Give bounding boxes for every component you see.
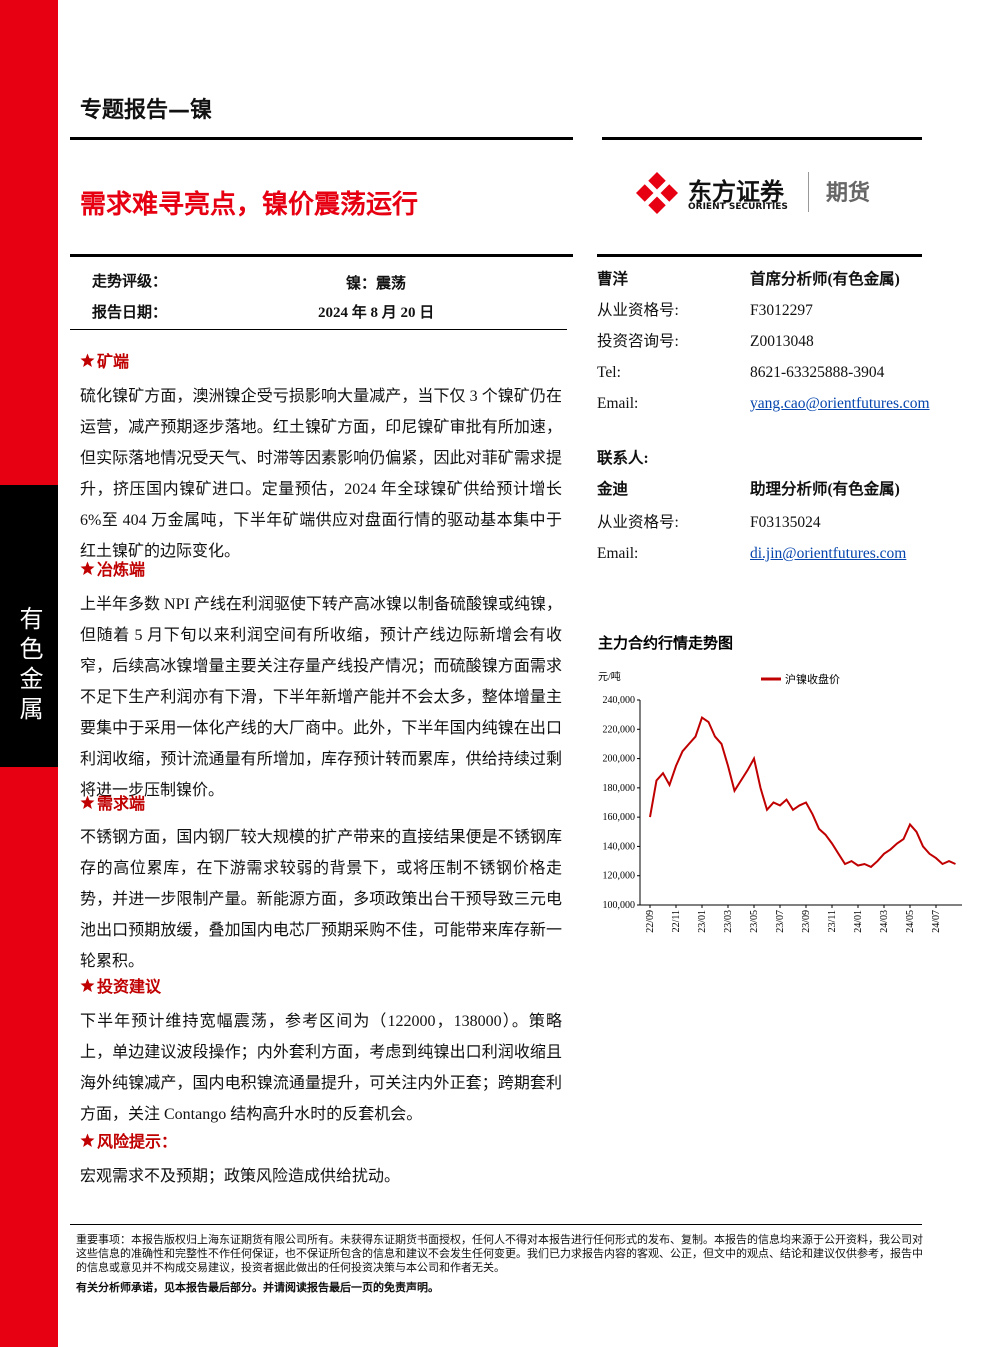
field-label: Email: <box>597 395 639 412</box>
y-tick-label: 140,000 <box>603 841 636 852</box>
heading-text: 风险提示： <box>97 1134 178 1151</box>
x-tick-label: 23/03 <box>723 910 734 933</box>
star-icon <box>80 978 95 992</box>
rule <box>597 254 922 257</box>
field-label: 从业资格号: <box>597 514 679 531</box>
field-label: 投资咨询号: <box>597 333 679 350</box>
rule <box>70 1224 922 1225</box>
analyst: 联系人: 金迪 助理分析师(有色金属) 从业资格号: F03135024 Email… <box>597 443 947 569</box>
y-unit: 元/吨 <box>598 670 621 683</box>
contact-label: 联系人: <box>597 450 649 467</box>
field-value: Z0013048 <box>750 333 814 350</box>
disclaimer: 重要事项：本报告版权归上海东证期货有限公司所有。未获得东证期货书面授权，任何人不… <box>76 1233 923 1274</box>
analyst-role: 助理分析师(有色金属) <box>750 481 900 498</box>
x-tick-label: 23/05 <box>749 910 760 933</box>
side-tab: 有色金属 <box>0 485 58 767</box>
x-tick-label: 24/01 <box>853 910 864 933</box>
paragraph: 宏观需求不及预期；政策风险造成供给扰动。 <box>80 1168 401 1185</box>
paragraph: 上半年多数 NPI 产线在利润驱使下转产高冰镍以制备硫酸镍或纯镍，但随着 5 月… <box>80 596 562 799</box>
x-tick-label: 24/05 <box>905 910 916 933</box>
star-icon <box>80 561 95 575</box>
summary-label: 报告日期： <box>92 305 168 321</box>
rule <box>602 137 922 140</box>
field-label: Tel: <box>597 364 621 381</box>
x-tick-label: 23/09 <box>801 910 812 933</box>
analyst-name: 曹洋 <box>597 271 629 288</box>
field-value: 8621-63325888-3904 <box>750 364 885 381</box>
star-icon <box>80 353 95 367</box>
rule <box>70 329 567 330</box>
section-heading: 冶炼端 <box>80 556 145 580</box>
section-heading: 需求端 <box>80 790 145 814</box>
x-tick-label: 24/07 <box>931 910 942 933</box>
paragraph: 硫化镍矿方面，澳洲镍企受亏损影响大量减产，当下仅 3 个镍矿仍在运营，减产预期逐… <box>80 388 562 560</box>
summary-value: 2024 年 8 月 20 日 <box>318 305 435 321</box>
section-heading: 投资建议 <box>80 973 161 997</box>
x-tick-label: 23/01 <box>697 910 708 933</box>
logo-name: 东方证券 <box>688 178 784 206</box>
y-tick-label: 220,000 <box>603 724 636 735</box>
field-label: Email: <box>597 545 639 562</box>
y-tick-label: 240,000 <box>603 695 636 706</box>
report-category: 专题报告—镍 <box>80 98 213 123</box>
rule <box>70 254 573 257</box>
y-tick-label: 200,000 <box>603 754 636 765</box>
paragraph: 下半年预计维持宽幅震荡，参考区间为（122000，138000）。策略上，单边建… <box>80 1013 562 1123</box>
analyst-name: 金迪 <box>597 481 629 498</box>
y-tick-label: 180,000 <box>603 783 636 794</box>
field-value: F3012297 <box>750 302 813 319</box>
heading-text: 需求端 <box>97 796 146 813</box>
rule <box>70 137 573 140</box>
email-link[interactable]: di.jin@orientfutures.com <box>750 545 907 562</box>
section-heading: 矿端 <box>80 348 129 372</box>
logo-english: ORIENT SECURITIES <box>688 202 788 212</box>
heading-text: 矿端 <box>97 354 130 371</box>
heading-text: 冶炼端 <box>97 562 146 579</box>
price-line <box>649 716 956 869</box>
email-link[interactable]: yang.cao@orientfutures.com <box>750 395 930 412</box>
summary-value: 镍：震荡 <box>346 276 407 292</box>
chart: 主力合约行情走势图 元/吨 100,000 120,000 140,000 160,0… <box>598 634 962 933</box>
logo-divider <box>808 172 809 212</box>
star-icon <box>80 1133 95 1147</box>
field-label: 从业资格号: <box>597 302 679 319</box>
x-tick-label: 24/03 <box>879 910 890 933</box>
x-tick-label: 23/07 <box>775 910 786 933</box>
y-tick-label: 120,000 <box>603 871 636 882</box>
x-tick-label: 22/09 <box>645 910 656 933</box>
section-heading: 风险提示： <box>80 1128 177 1152</box>
logo-mark <box>636 172 678 214</box>
y-tick-label: 160,000 <box>603 812 636 823</box>
field-value: F03135024 <box>750 514 821 531</box>
disclaimer-note: 有关分析师承诺，见本报告最后部分。并请阅读报告最后一页的免责声明。 <box>76 1281 439 1294</box>
x-tick-label: 23/11 <box>827 910 838 932</box>
chart-title: 主力合约行情走势图 <box>598 634 733 652</box>
paragraph: 不锈钢方面，国内钢厂较大规模的扩产带来的直接结果便是不锈钢库存的高位累库，在下游… <box>80 829 562 970</box>
logo-tag: 期货 <box>826 181 871 206</box>
analyst: 曹洋 首席分析师(有色金属) 从业资格号: F3012297 投资咨询号: Z0013… <box>597 264 947 419</box>
heading-text: 投资建议 <box>97 979 162 996</box>
star-icon <box>80 795 95 809</box>
y-tick-label: 100,000 <box>603 900 636 911</box>
report-title: 需求难寻亮点，镍价震荡运行 <box>80 190 419 220</box>
legend-label: 沪镍收盘价 <box>785 672 840 686</box>
analyst-role: 首席分析师(有色金属) <box>750 271 900 288</box>
summary-label: 走势评级： <box>92 274 168 290</box>
x-tick-label: 22/11 <box>671 910 682 932</box>
